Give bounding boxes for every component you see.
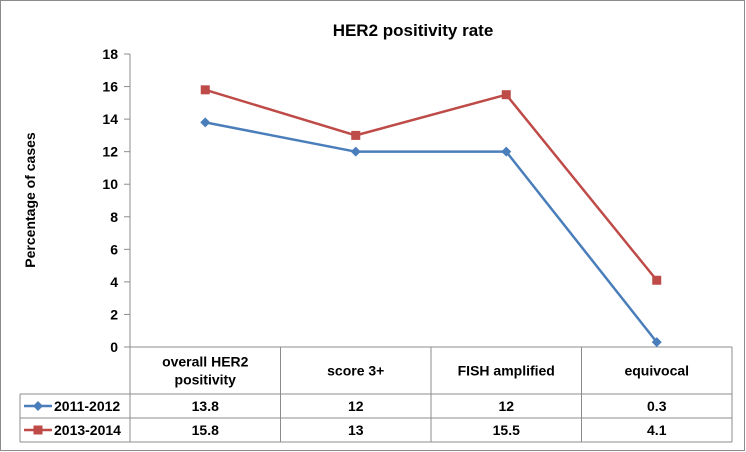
table-cell: 0.3 — [647, 398, 667, 414]
data-point — [351, 130, 361, 140]
table-cell: 4.1 — [647, 422, 667, 438]
y-tick-label: 2 — [110, 306, 118, 322]
legend-label: 2013-2014 — [54, 422, 121, 438]
y-tick-label: 10 — [102, 176, 118, 192]
data-point — [652, 275, 662, 285]
y-tick-label: 12 — [102, 144, 118, 160]
legend-label: 2011-2012 — [54, 398, 120, 414]
category-label: equivocal — [624, 363, 689, 379]
series-line-2011-2012 — [205, 121, 658, 343]
table-cell: 13 — [348, 422, 364, 438]
table-cell: 13.8 — [192, 398, 219, 414]
chart-title: HER2 positivity rate — [333, 21, 494, 40]
y-tick-label: 18 — [102, 46, 118, 62]
data-point — [200, 117, 211, 128]
y-tick-label: 14 — [102, 111, 118, 127]
data-point — [501, 146, 512, 157]
y-axis-ticks: 0 2 4 6 8 10 12 14 16 18 — [102, 46, 130, 355]
series-group — [200, 85, 662, 348]
data-point — [350, 146, 361, 157]
data-point — [501, 90, 511, 100]
table-cell: 15.5 — [493, 422, 520, 438]
table-cell: 12 — [498, 398, 514, 414]
data-table: overall HER2 positivity score 3+ FISH ampli… — [19, 346, 733, 443]
category-label: score 3+ — [327, 363, 384, 379]
y-tick-label: 16 — [102, 79, 118, 95]
y-tick-label: 0 — [110, 339, 118, 355]
table-cell: 12 — [348, 398, 364, 414]
y-tick-label: 8 — [110, 209, 118, 225]
legend-marker — [33, 425, 43, 435]
category-label: overall HER2 — [162, 354, 249, 370]
legend-marker — [33, 401, 43, 411]
category-label: positivity — [175, 372, 237, 388]
table-cell: 15.8 — [192, 422, 219, 438]
category-label: FISH amplified — [458, 363, 555, 379]
series-line-2013-2014 — [204, 88, 658, 282]
data-point — [651, 337, 662, 348]
y-tick-label: 4 — [110, 274, 118, 290]
data-point — [200, 85, 210, 95]
y-tick-label: 6 — [110, 241, 118, 257]
y-axis-label: Percentage of cases — [22, 132, 38, 268]
